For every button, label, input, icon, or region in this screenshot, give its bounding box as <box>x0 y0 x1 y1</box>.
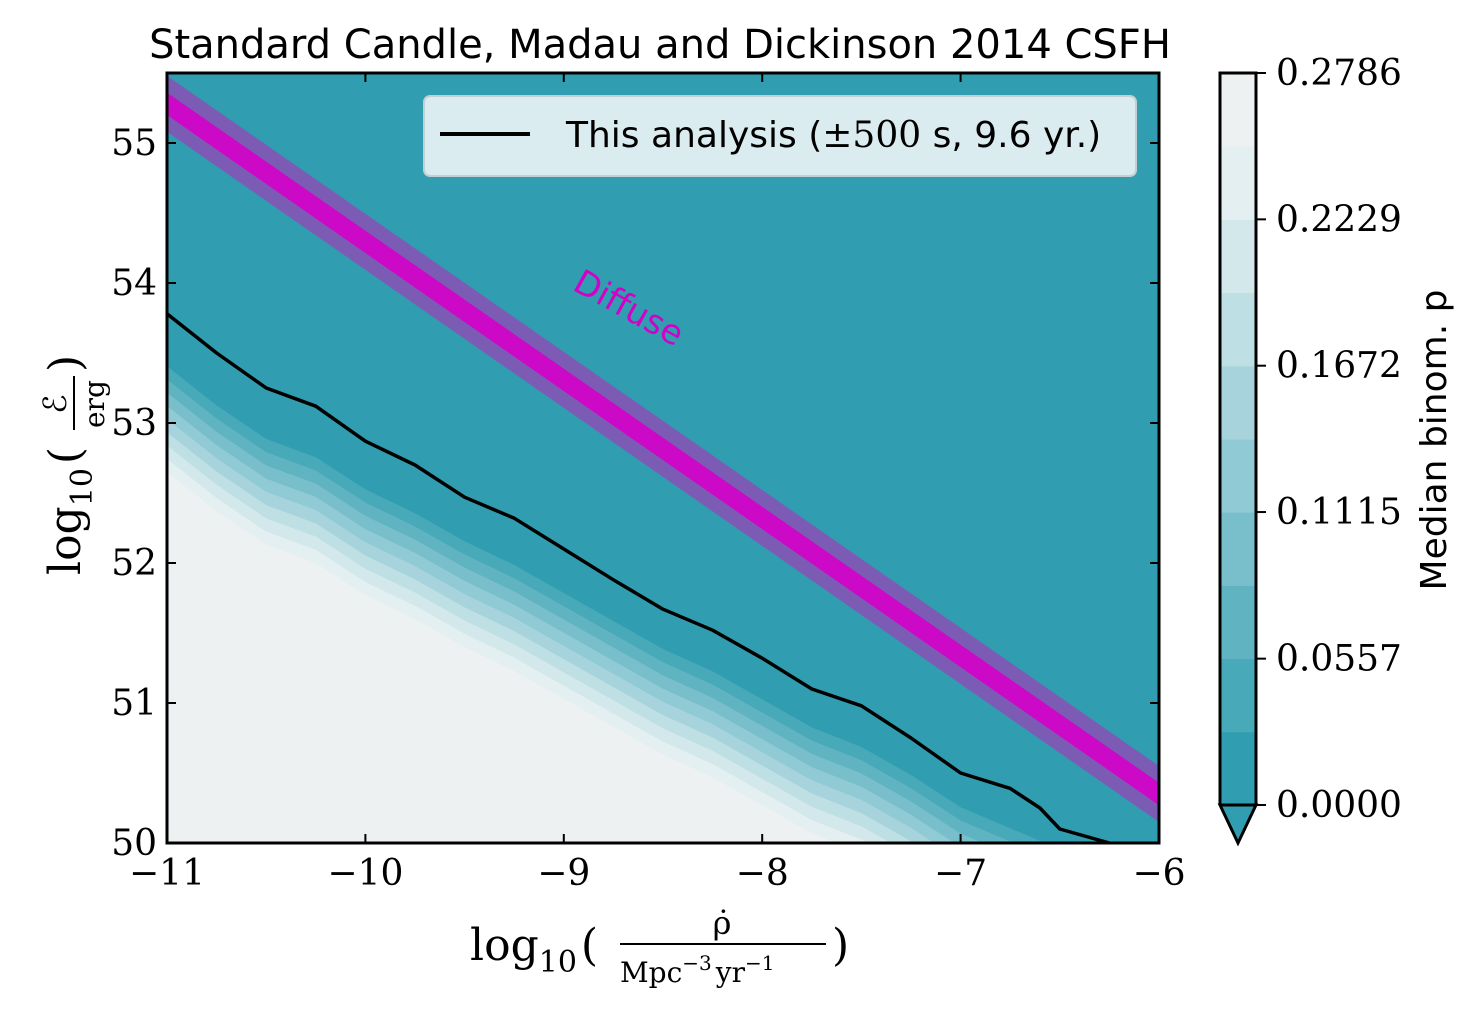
colorbar-segment <box>1220 658 1256 733</box>
colorbar-segment <box>1220 292 1256 367</box>
svg-text:erg: erg <box>78 380 111 428</box>
svg-text:log10(: log10( <box>470 920 598 980</box>
contour-level-9 <box>167 472 837 843</box>
colorbar-tick-label: 0.1115 <box>1276 492 1402 533</box>
y-tick-label: 53 <box>111 403 157 444</box>
x-tick-label: −7 <box>934 853 987 894</box>
x-tick-label: −11 <box>129 853 205 894</box>
colorbar-segment <box>1220 219 1256 294</box>
x-axis-label: log10( ρ̇ Mpc−3 yr−1 ) <box>470 904 849 989</box>
svg-text:Mpc−3yr−1: Mpc−3 yr−1 <box>620 951 774 989</box>
x-tick-label: −6 <box>1132 853 1185 894</box>
y-tick-label: 50 <box>111 823 157 864</box>
x-axis-ticks: −11 −10 −9 −8 −7 −6 <box>129 73 1186 894</box>
colorbar: 0.0000 0.0557 0.1115 0.1672 0.2229 0.2786 <box>1217 53 1402 847</box>
plot-area <box>167 73 1159 843</box>
colorbar-frame <box>1218 71 1258 805</box>
y-axis-ticks: 50 51 52 53 54 55 <box>111 123 1159 864</box>
analysis-line <box>167 312 1110 843</box>
colorbar-tick-label: 0.2229 <box>1276 199 1402 240</box>
chart-title: Standard Candle, Madau and Dickinson 201… <box>149 22 1171 68</box>
y-tick-label: 52 <box>111 543 157 584</box>
analysis-line-group <box>167 312 1110 843</box>
colorbar-segment <box>1220 439 1256 513</box>
colorbar-segment <box>1220 731 1256 806</box>
y-tick-label: 51 <box>111 683 157 724</box>
y-tick-label: 55 <box>111 123 157 164</box>
svg-text:ρ̇: ρ̇ <box>713 904 732 942</box>
colorbar-segment <box>1220 512 1256 586</box>
x-tick-label: −9 <box>537 853 590 894</box>
colorbar-segment <box>1220 585 1256 660</box>
legend-box <box>423 95 1137 177</box>
colorbar-segment <box>1220 365 1256 440</box>
colorbar-tick-label: 0.2786 <box>1276 53 1402 94</box>
x-tick-label: −8 <box>736 853 789 894</box>
svg-text:): ) <box>832 920 849 971</box>
svg-text:): ) <box>40 355 91 372</box>
y-axis-label: log10( ℰ erg ) <box>36 355 111 575</box>
svg-text:ℰ: ℰ <box>36 394 74 413</box>
colorbar-tick-label: 0.1672 <box>1276 346 1402 387</box>
legend: This analysis (±500 s, 9.6 yr.) <box>423 95 1137 177</box>
colorbar-tick-label: 0.0000 <box>1276 785 1402 826</box>
diffuse-band-inner <box>167 92 1159 806</box>
diffuse-band <box>167 75 1159 823</box>
plot-frame <box>165 71 1161 845</box>
colorbar-tick-label: 0.0557 <box>1276 639 1402 680</box>
y-tick-label: 54 <box>111 263 157 304</box>
colorbar-segment <box>1220 73 1256 147</box>
colorbar-segment <box>1220 146 1256 220</box>
colorbar-extend-triangle <box>1217 803 1259 847</box>
svg-text:log10(: log10( <box>40 447 100 575</box>
x-tick-label: −10 <box>327 853 403 894</box>
legend-label: This analysis (±500 s, 9.6 yr.) <box>565 115 1101 156</box>
colorbar-label: Median binom. p <box>1414 290 1455 591</box>
